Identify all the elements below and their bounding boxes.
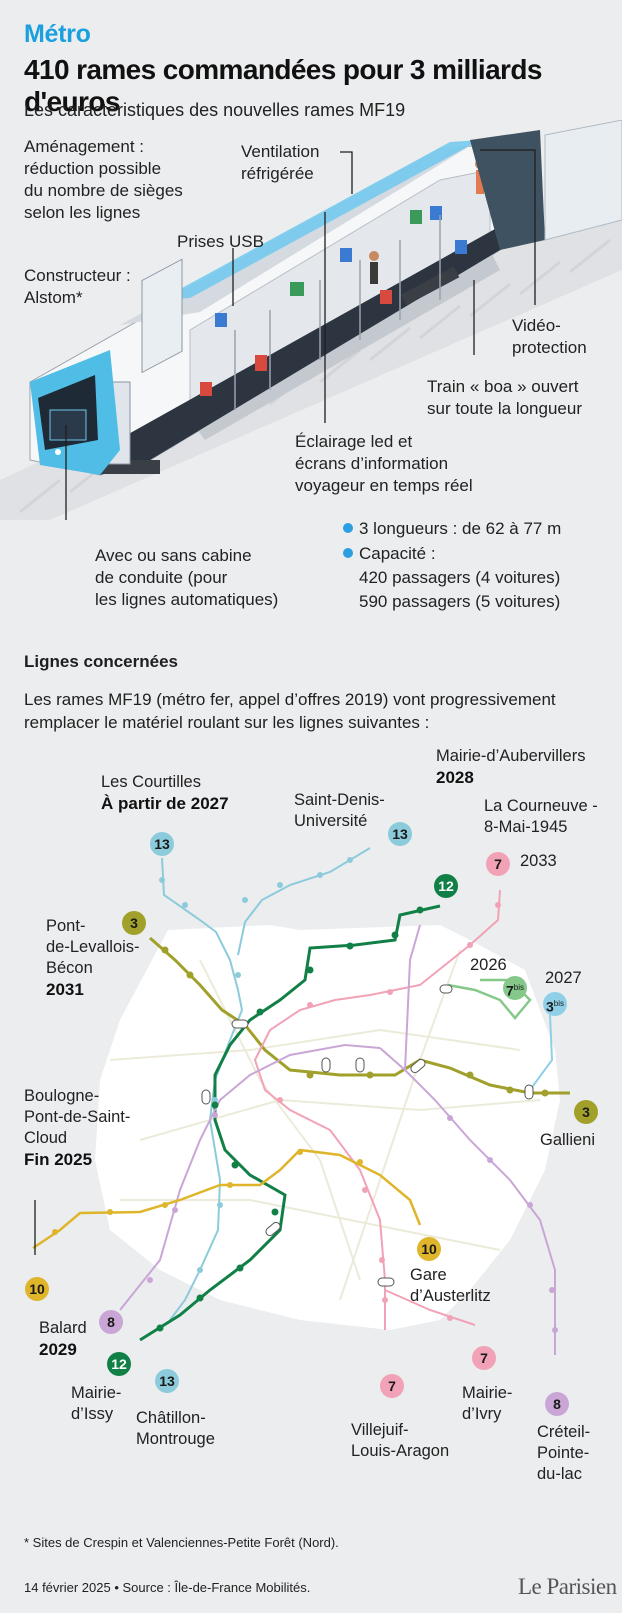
label-boa: Train « boa » ouvert sur toute la longueu… [427, 377, 582, 418]
seats [200, 206, 467, 396]
station-dots [52, 857, 558, 1333]
station-gallieni: Gallieni [540, 1131, 596, 1149]
badge-12-issy: 12 [107, 1352, 131, 1376]
badge-7bis: 7bis [503, 976, 527, 1000]
station-aubervilliers: Mairie-d’Aubervillers 2028 [436, 747, 586, 787]
bullet-dot [343, 548, 353, 558]
badge-10-austerlitz: 10 [417, 1237, 441, 1261]
station-courneuve: La Courneuve -8-Mai-1945 [484, 797, 598, 836]
badge-3-levallois: 3 [122, 911, 146, 935]
badge-8-creteil: 8 [545, 1392, 569, 1416]
station-chatillon: Châtillon- Montrouge [136, 1409, 215, 1448]
badge-8-balard: 8 [99, 1310, 123, 1334]
station-creteil: Créteil- Pointe-du-lac [537, 1423, 591, 1483]
line-12-path [139, 904, 441, 1342]
station-austerlitz: Gare d’Austerlitz [410, 1266, 491, 1305]
station-courtilles: Les Courtilles À partir de 2027 [101, 773, 229, 813]
subtitle: Les caractéristiques des nouvelles rames… [24, 100, 406, 120]
section-title: Lignes concernées [24, 652, 179, 671]
badge-7-villejuif: 7 [380, 1374, 404, 1398]
badge-13-chatillon: 13 [155, 1369, 179, 1393]
station-levallois: Pont-de-Levallois- Bécon 2031 [46, 917, 140, 999]
train-illustration [0, 120, 622, 520]
badge-3bis: 3bis [543, 992, 567, 1016]
station-ivry: Mairie-d’Ivry [462, 1384, 513, 1423]
line-3-path [149, 936, 570, 1095]
line-7-path [253, 889, 501, 1330]
badge-13-courtilles: 13 [150, 832, 174, 856]
year-courneuve: 2033 [520, 852, 557, 870]
line-13-path [161, 847, 371, 1321]
bullet-dot [343, 523, 353, 533]
label-constructeur: Constructeur : Alstom* [24, 266, 131, 307]
leader-lines [65, 149, 536, 520]
train-body [29, 120, 622, 476]
le-parisien-logo: Le Parisien [518, 1574, 617, 1599]
other-lines [109, 949, 541, 1301]
year-7bis: 2026 [470, 956, 507, 974]
spec-cap4: 420 passagers (4 voitures) [359, 568, 561, 587]
station-balard: Balard 2029 [39, 1319, 87, 1359]
year-3bis: 2027 [545, 969, 582, 987]
label-cabine: Avec ou sans cabine de conduite (pour les … [95, 546, 279, 609]
badge-12-aubervilliers: 12 [434, 874, 458, 898]
label-usb: Prises USB [177, 232, 264, 251]
source: 14 février 2025 • Source : Île-de-France… [24, 1580, 311, 1595]
badge-7-ivry: 7 [472, 1346, 496, 1370]
station-saintdenis: Saint-Denis- Université [294, 791, 385, 830]
label-ventilation: Ventilation réfrigérée [241, 142, 320, 183]
badge-3-gallieni: 3 [574, 1100, 598, 1124]
station-villejuif: Villejuif- Louis-Aragon [351, 1421, 450, 1460]
footnote: * Sites de Crespin et Valenciennes-Petit… [24, 1535, 339, 1550]
line-3bis-path [529, 1014, 554, 1091]
kicker: Métro [24, 20, 91, 48]
interchanges [201, 984, 534, 1287]
spec-longueurs: 3 longueurs : de 62 à 77 m [343, 518, 561, 540]
paris-shape [95, 925, 560, 1330]
station-boulogne: Boulogne- Pont-de-Saint- Cloud Fin 2025 [24, 1087, 131, 1169]
line-10-path [32, 1148, 422, 1250]
spec-cap5: 590 passagers (5 voitures) [359, 592, 561, 611]
spec-capacite: Capacité : [343, 543, 436, 565]
badge-7-courneuve: 7 [486, 852, 510, 876]
badge-10-boulogne: 10 [25, 1277, 49, 1301]
station-issy: Mairie-d’Issy [71, 1384, 122, 1423]
label-video: Vidéo-protection [512, 316, 587, 357]
label-eclairage: Éclairage led et écrans d’information voya… [295, 432, 473, 495]
label-amenagement: Aménagement : réduction possible du nombr… [24, 137, 183, 222]
section-intro: Les rames MF19 (métro fer, appel d’offre… [24, 690, 556, 732]
badge-13-saintdenis: 13 [388, 822, 412, 846]
headline: 410 rames commandées pour 3 milliards d'… [24, 54, 542, 117]
